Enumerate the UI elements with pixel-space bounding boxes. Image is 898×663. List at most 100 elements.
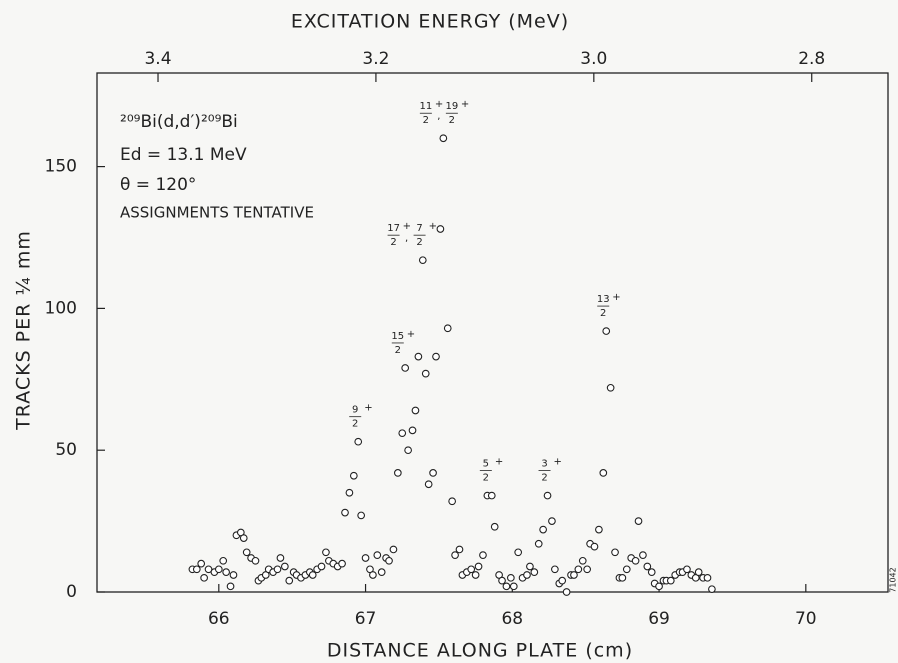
data-point [514,548,523,557]
data-point [308,571,317,579]
data-point [273,565,282,574]
data-point [349,471,358,480]
plot-frame [96,72,889,593]
x-tick-label: 67 [355,609,377,629]
data-point [418,256,427,265]
data-point [369,571,377,579]
data-point [590,542,599,551]
data-point [197,559,206,568]
label-sign: + [407,329,415,340]
label-den: 2 [541,473,547,484]
data-point [421,369,430,378]
data-point [361,554,370,562]
data-point [373,551,382,559]
y-tick-label: 0 [66,582,77,602]
data-point [401,364,410,372]
data-point [443,324,452,333]
data-point [357,511,366,520]
label-den: 2 [390,237,396,248]
peak-label: 5 2 + [479,457,503,484]
label-num: 19 [446,101,459,112]
label-den: 2 [483,473,489,484]
data-point [634,517,643,525]
data-point [602,327,611,335]
data-point [200,573,208,582]
data-point [530,568,539,576]
info-note: ASSIGNMENTS TENTATIVE [120,204,314,222]
data-point [611,548,619,557]
label-sign: + [435,99,443,110]
data-point [467,565,476,574]
data-point [354,437,363,446]
x-axis-title: DISTANCE ALONG PLATE (cm) [327,640,633,662]
data-point [377,568,386,576]
x-tick-label: 68 [501,609,523,629]
data-point [222,568,230,576]
peak-label: 17 2 +, 7 2 + [387,221,437,248]
label-num: 13 [597,294,610,305]
data-point [280,562,289,571]
data-point [551,565,559,574]
data-point [639,551,647,559]
data-point [345,488,354,497]
peak-label: 15 2 + [391,329,415,356]
data-point [338,559,346,568]
data-point [631,556,640,565]
data-point [506,573,515,582]
data-point [455,545,464,554]
data-point [618,573,627,582]
data-point [534,539,543,548]
label-num: 9 [352,405,358,416]
peak-label: 3 2 + [538,457,562,484]
label-den: 2 [416,237,422,248]
label-num: 15 [391,331,404,342]
data-point [429,469,437,477]
data-point [341,508,349,517]
label-sep: , [437,111,440,122]
data-point [242,548,251,557]
data-point [666,576,675,585]
data-point [214,565,223,574]
x-tick-label: 66 [208,609,230,629]
data-point [574,565,583,574]
label-num: 17 [387,223,400,234]
x-tick-label: 69 [648,609,670,629]
label-sign: + [364,403,372,414]
data-point [558,576,567,585]
data-point [523,571,531,579]
data-point [414,352,423,361]
label-den: 2 [395,345,401,356]
data-point [239,534,248,542]
data-point [393,469,402,477]
label-sign: + [429,221,437,232]
label-sep: , [405,233,408,244]
x-tick-label: 70 [795,609,817,629]
label-num: 3 [541,459,547,470]
data-point [655,582,663,591]
label-den: 2 [600,308,606,319]
label-num: 7 [416,223,422,234]
peak-label: 9 2 + [349,403,373,430]
data-point [408,426,417,435]
data-point [583,565,592,574]
data-point [548,517,556,525]
peak-label: 11 2 +, 19 2 + [420,99,470,126]
data-point [599,469,608,477]
label-den: 2 [352,419,358,430]
label-num: 11 [420,101,433,112]
y-tick-label: 100 [45,298,77,318]
data-point [703,573,712,582]
data-point [192,565,201,574]
data-point [543,491,552,500]
data-point [708,585,716,594]
data-point [490,522,499,531]
data-point [424,480,433,489]
top-tick-label: 3.2 [362,49,389,69]
data-point [479,551,487,559]
data-point [570,571,578,579]
data-point [539,525,547,534]
label-sign: + [554,457,562,468]
data-point [389,545,398,554]
data-point [219,556,228,565]
